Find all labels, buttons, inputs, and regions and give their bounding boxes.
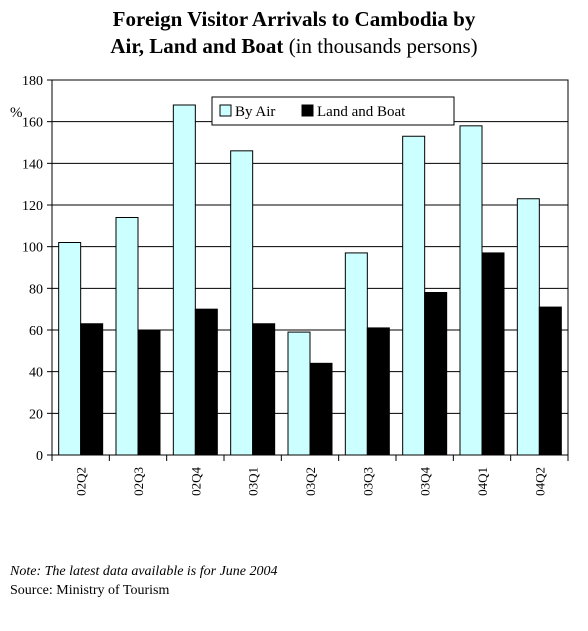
y-tick-label: 140	[22, 157, 43, 172]
legend-swatch-land-and-boat	[301, 104, 314, 117]
bar-land-and-boat	[366, 327, 390, 456]
x-tick-label: 03Q1	[246, 467, 261, 496]
bar-land-and-boat	[252, 323, 276, 456]
y-tick-label: 120	[22, 199, 43, 214]
chart-title-line2: Air, Land and Boat (in thousands persons…	[0, 33, 588, 60]
x-tick-label: 04Q1	[475, 467, 490, 496]
chart-source: Source: Ministry of Tourism	[10, 583, 170, 598]
legend-swatch-by-air	[219, 104, 232, 117]
bar-land-and-boat	[538, 306, 562, 456]
axis-stray-text: %	[10, 105, 23, 121]
x-tick-label: 03Q3	[360, 467, 375, 496]
bar-land-and-boat	[194, 308, 218, 456]
bar-by-air	[344, 252, 368, 456]
bar-land-and-boat	[80, 323, 104, 456]
bar-by-air	[115, 217, 139, 456]
legend-label: Land and Boat	[317, 104, 406, 120]
x-tick-label: 02Q3	[131, 467, 146, 496]
bar-by-air	[287, 331, 311, 456]
bar-by-air	[516, 198, 540, 456]
x-tick-label: 03Q4	[418, 467, 433, 496]
x-tick-label: 02Q2	[74, 467, 89, 496]
y-tick-label: 40	[29, 366, 43, 381]
chart-title-line2-bold: Air, Land and Boat	[110, 34, 284, 58]
chart-note: Note: The latest data available is for J…	[10, 564, 278, 579]
y-tick-label: 20	[29, 407, 43, 422]
chart-title: Foreign Visitor Arrivals to Cambodia by …	[0, 6, 588, 60]
bar-by-air	[230, 150, 254, 456]
y-tick-label: 60	[29, 324, 43, 339]
chart-title-line1: Foreign Visitor Arrivals to Cambodia by	[112, 7, 476, 31]
legend-label: By Air	[235, 104, 275, 120]
y-tick-label: 0	[36, 449, 43, 464]
bar-chart: 0 20 40 60 80 100 120 140 160 180 02Q2 02Q3 02Q4 03Q1…	[10, 74, 569, 496]
bar-land-and-boat	[137, 329, 161, 456]
legend-box	[211, 96, 455, 126]
y-tick-label: 160	[22, 116, 43, 131]
y-tick-label: 180	[22, 74, 43, 89]
bar-by-air	[172, 104, 196, 456]
x-tick-label: 04Q2	[532, 467, 547, 496]
y-tick-label: 100	[22, 241, 43, 256]
bar-land-and-boat	[481, 252, 505, 456]
x-tick-label: 03Q2	[303, 467, 318, 496]
chart-title-line2-unit: (in thousands persons)	[283, 34, 478, 58]
bar-by-air	[58, 242, 82, 456]
bar-by-air	[402, 135, 426, 456]
y-tick-label: 80	[29, 282, 43, 297]
bar-by-air	[459, 125, 483, 456]
bar-land-and-boat	[424, 292, 448, 456]
bar-land-and-boat	[309, 362, 333, 456]
x-tick-label: 02Q4	[188, 467, 203, 496]
